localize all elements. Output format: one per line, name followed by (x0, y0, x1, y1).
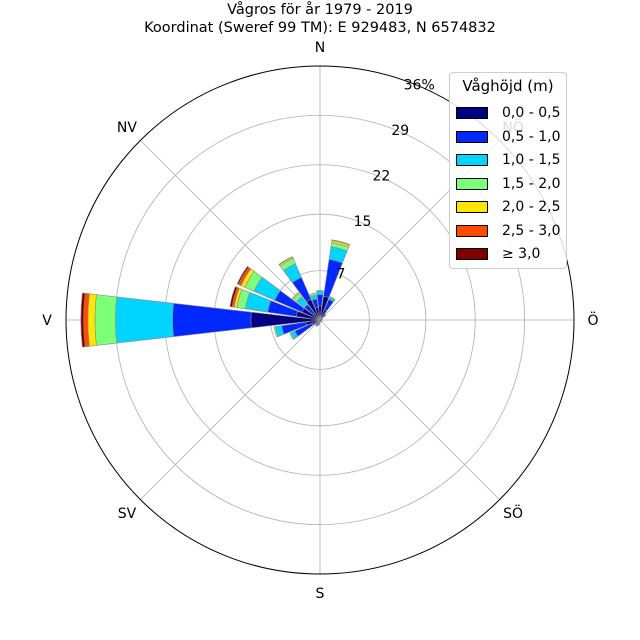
direction-label: NV (117, 120, 137, 136)
rose-bar-segment (331, 239, 351, 246)
direction-label: N (315, 40, 325, 56)
rose-bar-segment (289, 332, 295, 341)
rose-bar-segment (278, 256, 294, 266)
legend-item: 1,5 - 2,0 (456, 174, 566, 194)
chart-title: Vågros för år 1979 - 2019 Koordinat (Swe… (0, 0, 640, 37)
legend-swatch (456, 154, 488, 166)
grid-spoke (319, 319, 500, 500)
rose-bar-segment (229, 286, 238, 308)
legend-item: 0,0 - 0,5 (456, 103, 566, 123)
rose-bar-segment (323, 313, 327, 317)
radial-tick-label: 22 (372, 169, 390, 185)
legend-swatch (456, 248, 488, 260)
radial-tick-label: 15 (354, 214, 372, 230)
grid-spoke (140, 319, 321, 500)
legend-label: ≥ 3,0 (502, 246, 541, 262)
rose-bar-segment (94, 294, 118, 346)
chart-title-line1: Vågros för år 1979 - 2019 (227, 2, 413, 18)
rose-bars (80, 239, 351, 348)
direction-label: SV (118, 506, 137, 522)
legend-label: 2,5 - 3,0 (502, 222, 561, 239)
direction-label: S (316, 586, 325, 602)
rose-bar-segment (236, 265, 249, 285)
legend-swatch (456, 201, 488, 213)
rose-bar-segment (315, 324, 318, 327)
rose-bar-segment (291, 291, 300, 300)
rose-bar-segment (273, 326, 279, 338)
radial-tick-label: 29 (391, 123, 409, 139)
legend-label: 0,0 - 0,5 (502, 105, 561, 121)
legend-label: 1,0 - 1,5 (502, 152, 561, 168)
rose-bar-segment (316, 290, 324, 296)
grid-spoke (140, 140, 321, 321)
legend-item: ≥ 3,0 (456, 244, 566, 264)
rose-bar-segment (316, 290, 324, 292)
rose-bar-segment (309, 292, 317, 297)
polar-frame (65, 65, 575, 575)
legend-swatch (456, 130, 488, 143)
radial-tick-label: 36% (404, 77, 435, 93)
legend-swatch (456, 177, 488, 190)
rose-bar-segment (115, 296, 174, 344)
legend-item: 2,5 - 3,0 (456, 221, 566, 241)
rose-bar-segment (80, 292, 86, 348)
axis-labels: NNVVSVSSÖÖNÖ715222936% (42, 40, 598, 602)
rose-bar-segment (329, 296, 336, 301)
direction-label: SÖ (503, 504, 523, 522)
legend-item: 2,0 - 2,5 (456, 197, 566, 217)
direction-label: V (42, 313, 52, 329)
legend: Våghöjd (m) 0,0 - 0,5 0,5 - 1,0 1,0 - 1,5 1… (449, 72, 567, 269)
legend-title: Våghöjd (m) (462, 77, 554, 95)
chart-title-line2: Koordinat (Sweref 99 TM): E 929483, N 65… (144, 20, 496, 36)
legend-label: 0,5 - 1,0 (502, 128, 561, 145)
legend-label: 2,0 - 2,5 (502, 199, 561, 215)
rose-bar-segment (172, 302, 252, 338)
legend-swatch (456, 107, 488, 119)
rose-bar-segment (87, 293, 97, 347)
legend-item: 1,0 - 1,5 (456, 150, 566, 170)
legend-label: 1,5 - 2,0 (502, 175, 561, 192)
legend-item: 0,5 - 1,0 (456, 127, 566, 147)
radial-tick-label: 7 (336, 266, 345, 282)
direction-label: Ö (587, 311, 598, 329)
rose-bar-segment (316, 294, 324, 307)
polar-outer-circle (65, 65, 575, 575)
legend-swatch (456, 224, 488, 237)
